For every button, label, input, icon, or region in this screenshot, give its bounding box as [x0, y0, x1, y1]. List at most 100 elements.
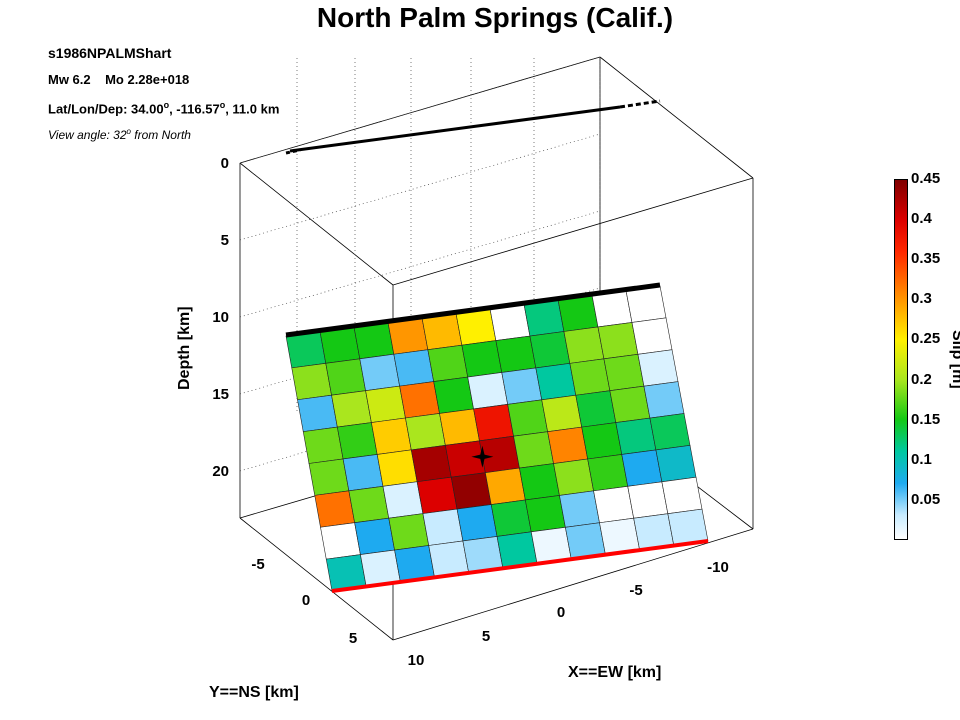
slip-patch [439, 408, 480, 446]
mo-value: Mo 2.28e+018 [105, 72, 190, 87]
slip-patch [433, 376, 474, 414]
slip-patch [489, 303, 531, 341]
slip-patch [519, 463, 560, 501]
slip-patch [631, 317, 673, 355]
hypocenter-star [471, 445, 494, 468]
slip-patch [581, 422, 623, 460]
y-tick-label: 5 [349, 630, 357, 647]
slip-patch [501, 367, 543, 405]
slip-patch [513, 431, 554, 469]
surface-trace-dashed [285, 148, 301, 155]
slip-patch [450, 472, 492, 510]
slip-patch [387, 317, 429, 355]
fault-slip-patches [285, 282, 709, 593]
z-tick-label: 10 [212, 309, 229, 326]
slip-patch [649, 413, 691, 451]
slip-patch [455, 308, 497, 346]
grid-line [239, 210, 601, 318]
grid-line [239, 56, 601, 164]
slip-patch [484, 467, 526, 505]
y-axis-label: Y==NS [km] [209, 684, 299, 701]
slip-patch [603, 353, 645, 392]
slip-patch [393, 349, 435, 387]
slip-patch [490, 499, 532, 537]
slip-patch [621, 449, 663, 487]
slip-patch [388, 513, 430, 551]
slip-patch [547, 426, 589, 464]
slip-patch [445, 440, 486, 478]
slip-patch [541, 394, 583, 433]
colorbar-tick-label: 0.05 [911, 490, 941, 508]
slip-patch [627, 481, 669, 519]
slip-patch [597, 322, 639, 360]
slip-patch [655, 445, 697, 483]
slip-patch [569, 358, 611, 396]
box-edge [239, 517, 394, 641]
z-axis-label: Depth [km] [176, 306, 193, 390]
slip-patch [559, 490, 600, 528]
slip-patch [593, 486, 635, 524]
slip-patch [325, 358, 366, 396]
box-edge [392, 528, 754, 641]
slip-patch [507, 399, 548, 437]
slip-patch [495, 335, 537, 373]
slip-patch [359, 353, 400, 391]
fault-top-edge [285, 282, 661, 338]
slip-patch [376, 449, 418, 487]
slip-patch [314, 490, 355, 528]
view-angle-text: View angle: 32o from North [48, 127, 191, 142]
slip-patch [637, 349, 679, 387]
slip-patch [557, 294, 599, 332]
box-edge [599, 56, 754, 179]
slip-patch [320, 522, 361, 560]
x-tick-label: -5 [629, 582, 642, 599]
surface-trace-dashed [619, 99, 661, 109]
z-tick-label: 0 [221, 155, 229, 172]
slip-patch [461, 340, 503, 378]
slip-patch [563, 326, 605, 364]
colorbar-gradient [895, 180, 907, 539]
grid-line [239, 133, 601, 241]
z-tick-label: 15 [212, 386, 229, 403]
slip-patch [479, 435, 520, 473]
colorbar-label: Slip [m] [949, 330, 960, 389]
slip-patch [410, 444, 452, 483]
chart-title: North Palm Springs (Calif.) [316, 2, 674, 33]
surface-trace [285, 99, 661, 155]
colorbar-tick-label: 0.35 [911, 250, 941, 268]
colorbar-tick-label: 0.45 [911, 170, 941, 187]
slip-patch [553, 458, 594, 496]
box-edge [239, 162, 394, 286]
surface-trace-solid [289, 105, 621, 153]
slip-patch [371, 417, 412, 455]
slip-patch [643, 381, 685, 419]
slip-patch [661, 476, 703, 515]
slip-patch [382, 481, 424, 519]
slip-patch [529, 331, 571, 369]
slip-patch [331, 390, 372, 428]
box-edge [392, 177, 754, 286]
slip-patch [422, 508, 464, 546]
z-tick-label: 20 [212, 463, 229, 480]
x-tick-label: 0 [557, 604, 565, 621]
slip-patch [297, 394, 338, 432]
slip-patch [285, 331, 327, 369]
axis-ticks: 0 5 10 15 20 10 5 0 -5 -10 -5 0 5 [212, 155, 729, 669]
slip-patch [587, 454, 629, 492]
slip-patch [591, 290, 633, 328]
slip-patch [399, 381, 440, 419]
slip-patch [609, 385, 651, 423]
slip-patch [467, 372, 509, 410]
slip-patch [535, 363, 577, 401]
fault-bottom-edge [331, 539, 709, 593]
magnitude-line: Mw 6.2 Mo 2.28e+018 [48, 72, 189, 87]
slip-patch [405, 413, 446, 451]
y-tick-label: -5 [251, 556, 264, 573]
location-line: Lat/Lon/Dep: 34.00o, -116.57o, 11.0 km [48, 100, 280, 117]
slip-patch [427, 344, 469, 382]
colorbar-tick-label: 0.15 [911, 410, 941, 428]
colorbar [894, 179, 908, 540]
slip-patch [615, 417, 657, 455]
y-tick-label: 0 [302, 592, 310, 609]
